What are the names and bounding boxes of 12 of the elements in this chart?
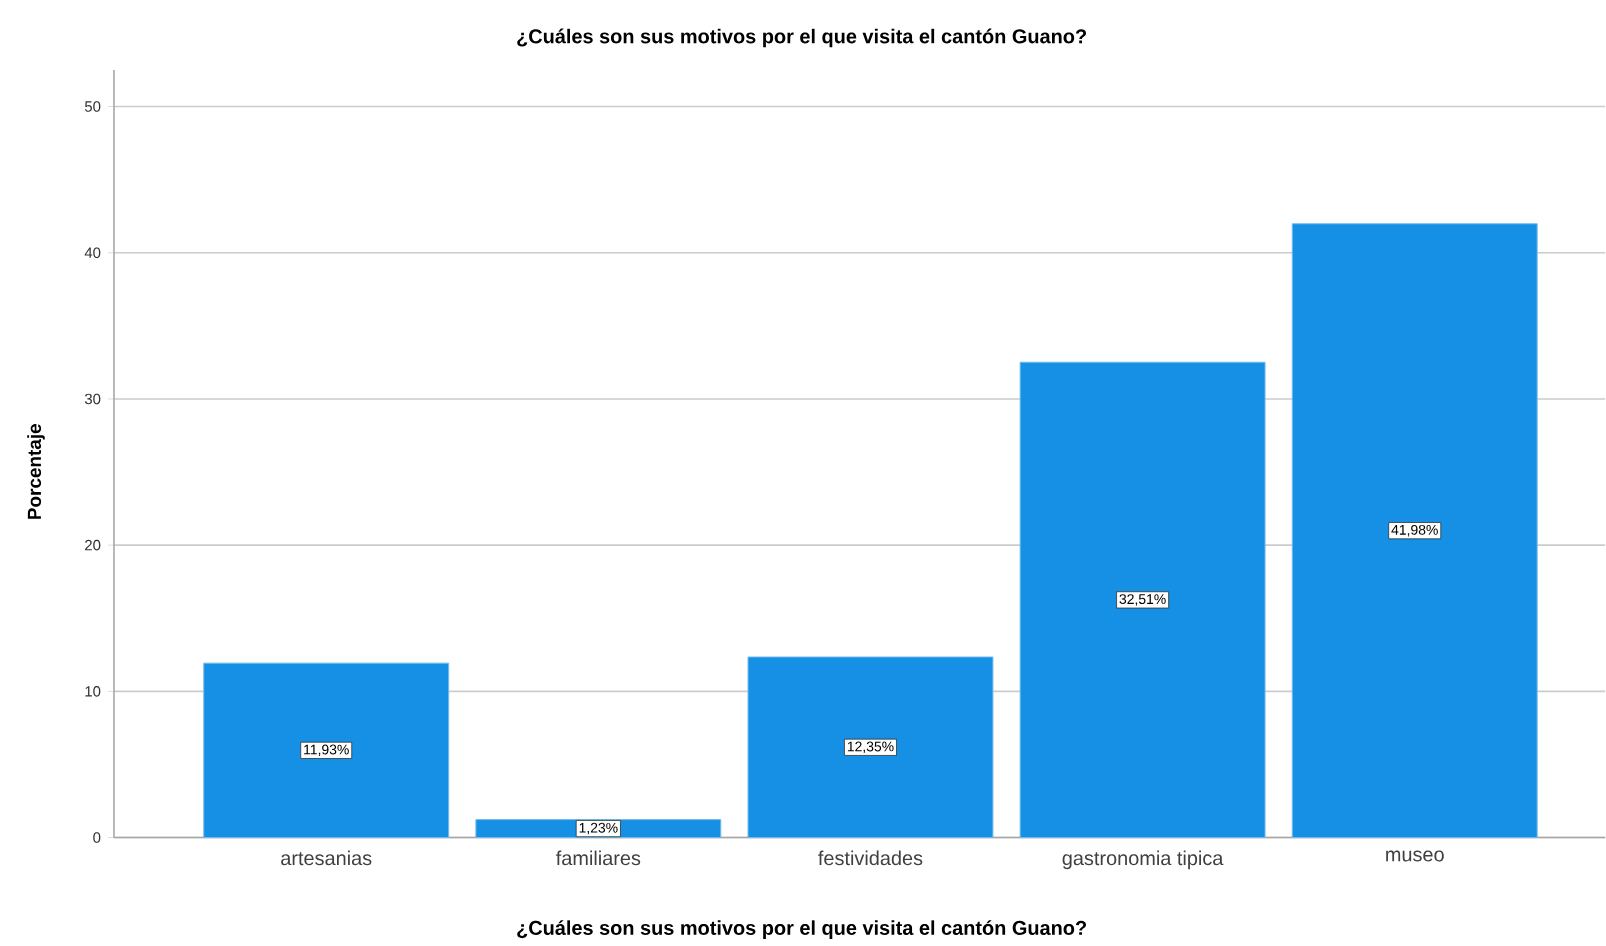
x-tick-label: familiares xyxy=(556,850,641,866)
bar xyxy=(747,656,994,839)
x-axis-title: ¿Cuáles son sus motivos por el que visita el cantón Guano? xyxy=(517,920,1086,940)
y-axis-title: Porcentaje xyxy=(27,424,45,520)
x-tick-label: museo xyxy=(1386,850,1444,862)
bar xyxy=(1019,361,1266,839)
bar xyxy=(203,662,450,839)
bar xyxy=(1291,223,1538,839)
chart-title: ¿Cuáles son sus motivos por el que visita el cantón Guano? xyxy=(517,28,1086,48)
x-tick-label: festividades xyxy=(818,850,923,866)
x-tick-label: artesanias xyxy=(281,850,372,866)
x-tick-label: gastronomia tipica xyxy=(1062,850,1224,870)
